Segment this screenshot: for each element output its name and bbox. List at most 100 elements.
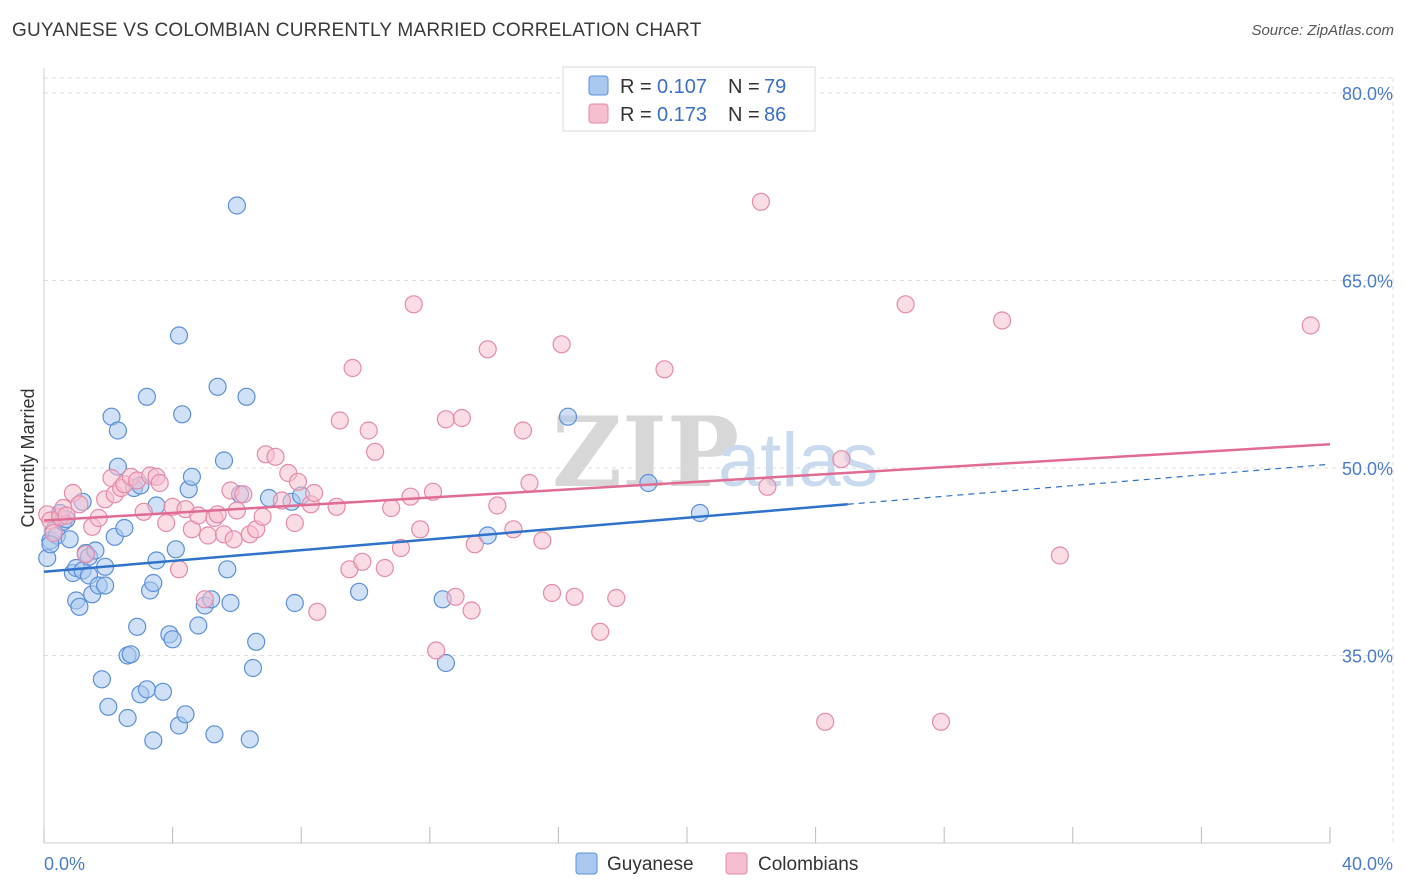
guyanese-point-21 — [99, 697, 118, 716]
guyanese-point-47 — [173, 405, 192, 424]
colombian-point-49 — [327, 497, 346, 516]
colombian-point-44 — [285, 513, 304, 533]
guyanese-point-75 — [690, 503, 710, 523]
y-tick-labels: 35.0% 50.0% 65.0% 80.0% — [1342, 84, 1393, 667]
colombian-point-55 — [366, 442, 385, 461]
trend-line-guyanese — [43, 503, 848, 573]
colombian-point-28 — [195, 590, 214, 609]
guyanese-point-38 — [144, 731, 163, 750]
colombian-point-67 — [462, 601, 481, 620]
guyanese-point-31 — [128, 617, 147, 636]
colombian-point-75 — [542, 583, 562, 603]
colombian-point-39 — [253, 507, 272, 526]
guyanese-point-73 — [558, 407, 578, 426]
colombian-point-31 — [208, 505, 227, 524]
colombian-point-24 — [169, 560, 189, 579]
colombian-point-78 — [591, 622, 610, 641]
legend-n-label-guyanese: N = — [728, 76, 760, 98]
watermark-atlas: atlas — [718, 418, 879, 503]
colombian-point-63 — [427, 641, 446, 660]
colombian-point-79 — [607, 588, 626, 608]
x-tick-label-min: 0.0% — [44, 854, 85, 874]
trend-line-guyanese-extension — [847, 463, 1331, 505]
source-label: Source: ZipAtlas.com — [1251, 22, 1394, 39]
colombian-point-68 — [465, 535, 484, 554]
colombian-point-89 — [1301, 316, 1320, 335]
colombian-point-27 — [189, 506, 208, 525]
guyanese-point-51 — [189, 616, 208, 635]
guyanese-point-50 — [182, 467, 201, 486]
colombian-point-59 — [401, 487, 420, 506]
bottom-legend: Guyanese Colombians — [575, 852, 858, 875]
trend-lines — [43, 443, 1331, 573]
guyanese-point-48 — [176, 705, 195, 724]
guyanese-point-74 — [639, 473, 658, 493]
guyanese-point-35 — [137, 387, 156, 406]
guyanese-point-56 — [214, 451, 234, 470]
colombian-point-50 — [330, 411, 349, 430]
colombian-point-45 — [288, 472, 308, 491]
legend-r-label-colombians: R = — [620, 104, 652, 126]
colombian-point-84 — [832, 450, 851, 469]
colombian-point-42 — [272, 491, 291, 510]
series-colombians — [38, 192, 1320, 731]
colombian-point-54 — [359, 421, 378, 440]
colombian-point-60 — [404, 295, 423, 314]
bottom-legend-swatch-colombians — [725, 852, 748, 875]
colombian-point-61 — [411, 520, 430, 539]
guyanese-point-57 — [218, 560, 237, 579]
colombian-point-29 — [198, 526, 218, 545]
y-tick-label-2: 65.0% — [1342, 272, 1393, 292]
guyanese-point-54 — [205, 725, 224, 744]
colombian-point-22 — [157, 513, 176, 533]
guyanese-point-29 — [121, 645, 140, 664]
x-tick-label-max: 40.0% — [1342, 854, 1393, 874]
bottom-legend-label-colombians: Colombians — [758, 854, 858, 875]
legend-r-label-guyanese: R = — [620, 76, 652, 98]
guyanese-point-61 — [237, 387, 256, 406]
y-tick-label-1: 50.0% — [1342, 459, 1393, 479]
legend-swatch-colombians — [588, 103, 609, 124]
chart-title: GUYANESE VS COLOMBIAN CURRENTLY MARRIED … — [12, 20, 702, 41]
legend-r-value-colombians: 0.173 — [657, 104, 707, 126]
colombian-point-47 — [305, 483, 324, 503]
colombian-point-86 — [931, 712, 951, 731]
bottom-legend-label-guyanese: Guyanese — [607, 854, 694, 875]
guyanese-point-28 — [118, 708, 137, 728]
colombian-point-80 — [655, 360, 674, 379]
colombian-point-8 — [76, 545, 95, 564]
colombian-point-82 — [758, 477, 777, 496]
legend-n-value-colombians: 86 — [764, 104, 786, 126]
guyanese-point-20 — [95, 576, 115, 595]
guyanese-point-55 — [208, 377, 227, 396]
colombian-point-81 — [751, 192, 771, 211]
watermark-zip: ZIP — [552, 396, 739, 509]
colombian-point-70 — [488, 496, 507, 515]
colombian-point-52 — [343, 358, 362, 378]
guyanese-point-63 — [247, 632, 266, 651]
colombian-point-56 — [375, 558, 394, 578]
trend-line-colombians — [43, 443, 1331, 522]
guyanese-point-10 — [70, 597, 89, 616]
guyanese-point-18 — [92, 670, 112, 689]
guyanese-point-43 — [163, 630, 182, 649]
legend-n-label-colombians: N = — [728, 104, 760, 126]
colombian-point-2 — [44, 523, 63, 543]
y-tick-label-0: 35.0% — [1342, 647, 1393, 667]
colombian-point-87 — [992, 311, 1012, 330]
colombian-point-34 — [224, 530, 243, 549]
y-axis-label: Currently Married — [18, 388, 38, 527]
guyanese-point-34 — [137, 680, 156, 699]
legend-swatch-guyanese — [588, 75, 609, 96]
colombian-point-57 — [382, 498, 401, 518]
colombian-point-76 — [552, 335, 571, 354]
guyanese-point-67 — [285, 593, 304, 613]
colombian-point-36 — [234, 485, 253, 504]
colombian-point-64 — [436, 410, 455, 429]
colombian-point-41 — [266, 447, 285, 466]
colombian-point-18 — [134, 502, 153, 521]
colombian-point-7 — [70, 495, 89, 514]
guyanese-point-59 — [227, 196, 246, 215]
colombian-point-48 — [308, 602, 327, 621]
